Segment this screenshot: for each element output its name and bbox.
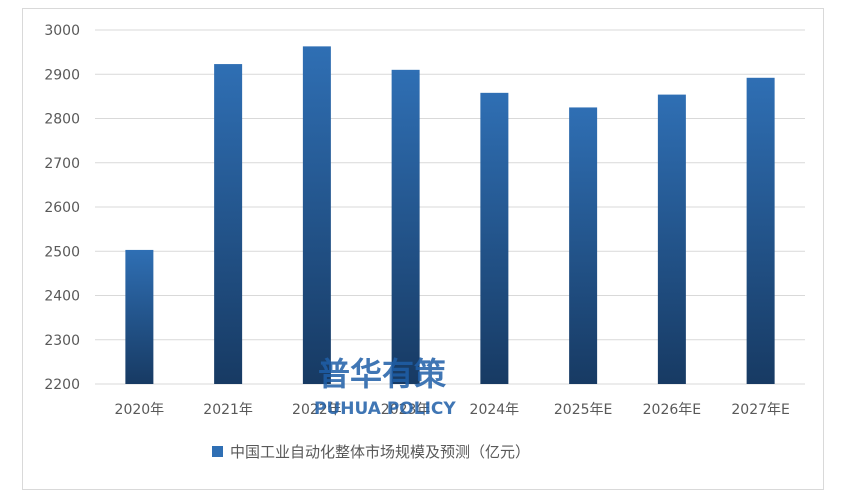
x-tick-label: 2027年E [731, 402, 789, 418]
bar [569, 107, 598, 384]
bars [125, 46, 775, 385]
y-axis-ticks: 2200 2300 2400 2500 2600 2700 2800 2900 3000 [44, 23, 80, 393]
chart-frame [22, 8, 824, 490]
bar [302, 46, 331, 385]
gridlines [95, 29, 805, 385]
y-tick-label: 2200 [44, 377, 80, 393]
x-tick-label: 2024年 [470, 402, 520, 418]
y-tick-label: 2800 [44, 112, 80, 128]
x-tick-label: 2026年E [643, 402, 701, 418]
x-tick-label: 2021年 [203, 402, 253, 418]
x-axis-ticks: 2020年 2021年 2022年 2023年 2024年 2025年E 2026年E 202… [115, 402, 790, 418]
y-tick-label: 2500 [44, 244, 80, 260]
y-tick-label: 2300 [44, 333, 80, 349]
bar [657, 94, 686, 384]
bar [391, 69, 420, 384]
x-tick-label: 2023年 [381, 402, 431, 418]
x-tick-label: 2020年 [115, 402, 165, 418]
legend-label: 中国工业自动化整体市场规模及预测（亿元） [230, 443, 530, 461]
watermark-en: PUHUA POLICY [314, 399, 456, 419]
bar [125, 249, 154, 384]
y-tick-label: 2900 [44, 67, 80, 83]
y-tick-label: 2700 [44, 156, 80, 172]
x-tick-label: 2025年E [554, 402, 612, 418]
watermark-logo: 普华有策 PUHUA POLICY [314, 355, 456, 419]
bar [746, 77, 775, 384]
watermark-cn: 普华有策 [318, 355, 446, 393]
y-tick-label: 3000 [44, 23, 80, 39]
legend-swatch [212, 446, 223, 457]
y-tick-label: 2400 [44, 289, 80, 305]
bar [480, 92, 509, 385]
x-tick-label: 2022年 [292, 402, 342, 418]
y-tick-label: 2600 [44, 200, 80, 216]
legend: 中国工业自动化整体市场规模及预测（亿元） [212, 443, 530, 461]
bar [214, 64, 243, 384]
